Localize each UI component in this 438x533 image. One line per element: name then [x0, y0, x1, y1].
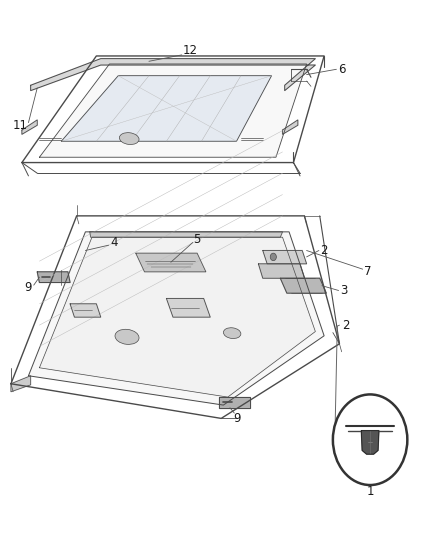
- Polygon shape: [263, 251, 307, 264]
- Polygon shape: [136, 253, 206, 272]
- Polygon shape: [219, 397, 250, 408]
- Polygon shape: [39, 237, 315, 397]
- Polygon shape: [361, 431, 379, 454]
- Polygon shape: [28, 232, 324, 405]
- Polygon shape: [37, 272, 70, 282]
- Polygon shape: [166, 298, 210, 317]
- Text: 12: 12: [183, 44, 198, 57]
- Text: 6: 6: [338, 63, 346, 76]
- Circle shape: [333, 394, 407, 485]
- Text: 5: 5: [194, 233, 201, 246]
- Circle shape: [270, 253, 276, 261]
- Polygon shape: [283, 120, 298, 134]
- Text: 9: 9: [25, 281, 32, 294]
- Text: 9: 9: [233, 412, 240, 425]
- Text: 7: 7: [364, 265, 372, 278]
- Polygon shape: [11, 376, 31, 392]
- Polygon shape: [22, 120, 37, 134]
- Polygon shape: [258, 264, 304, 278]
- Text: 4: 4: [110, 236, 118, 249]
- Polygon shape: [280, 278, 326, 293]
- Text: 11: 11: [12, 119, 27, 132]
- Text: 2: 2: [320, 244, 328, 257]
- Ellipse shape: [223, 328, 241, 338]
- Polygon shape: [39, 64, 307, 157]
- Ellipse shape: [115, 329, 139, 344]
- Text: 3: 3: [340, 284, 347, 297]
- Polygon shape: [61, 76, 272, 141]
- Text: 2: 2: [342, 319, 350, 332]
- Polygon shape: [31, 59, 315, 91]
- Polygon shape: [90, 232, 283, 237]
- Text: 1: 1: [366, 485, 374, 498]
- Polygon shape: [70, 304, 101, 317]
- Ellipse shape: [120, 133, 139, 144]
